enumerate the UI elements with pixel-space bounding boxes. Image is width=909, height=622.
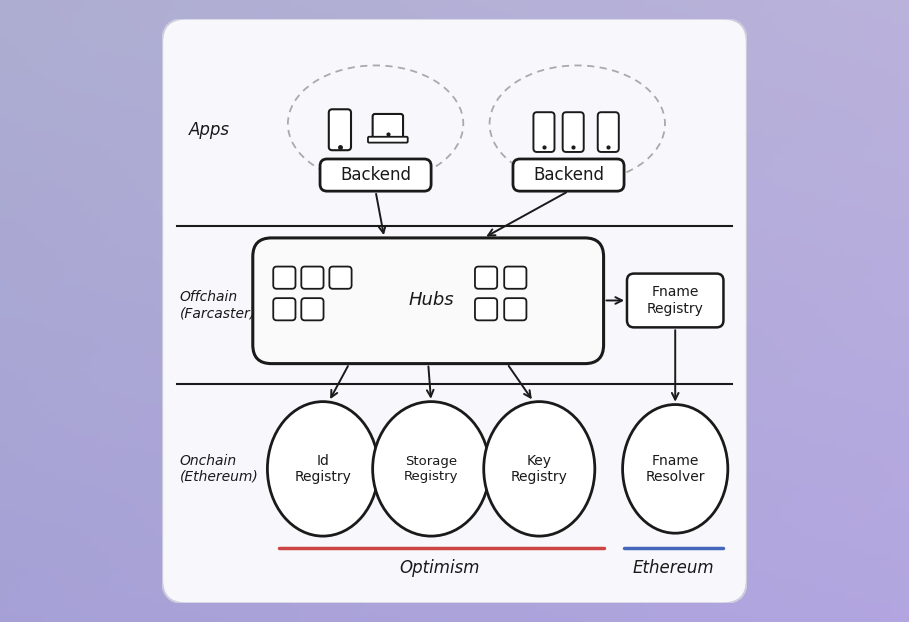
Text: Onchain
(Ethereum): Onchain (Ethereum) [180,454,258,484]
FancyBboxPatch shape [329,267,352,289]
Ellipse shape [623,404,728,533]
FancyBboxPatch shape [513,159,624,191]
Text: Ethereum: Ethereum [633,559,714,577]
FancyBboxPatch shape [627,274,724,327]
Text: Apps: Apps [188,121,229,139]
Text: Storage
Registry: Storage Registry [404,455,458,483]
FancyBboxPatch shape [475,298,497,320]
Text: Backend: Backend [340,166,411,184]
FancyBboxPatch shape [274,298,295,320]
Text: Hubs: Hubs [408,292,454,310]
Text: Backend: Backend [533,166,604,184]
Text: Optimism: Optimism [400,559,480,577]
FancyBboxPatch shape [368,137,408,142]
FancyBboxPatch shape [274,267,295,289]
Ellipse shape [484,402,594,536]
FancyBboxPatch shape [301,298,324,320]
FancyBboxPatch shape [475,267,497,289]
Text: Key
Registry: Key Registry [511,454,568,484]
Ellipse shape [373,402,490,536]
FancyBboxPatch shape [162,19,747,603]
Text: Fname
Registry: Fname Registry [647,285,704,315]
FancyBboxPatch shape [534,112,554,152]
FancyBboxPatch shape [598,112,619,152]
Ellipse shape [267,402,378,536]
FancyBboxPatch shape [329,109,351,150]
FancyBboxPatch shape [504,298,526,320]
FancyBboxPatch shape [563,112,584,152]
FancyBboxPatch shape [373,114,403,139]
FancyBboxPatch shape [301,267,324,289]
Text: Offchain
(Farcaster): Offchain (Farcaster) [180,290,255,320]
Text: Fname
Resolver: Fname Resolver [645,454,705,484]
FancyBboxPatch shape [504,267,526,289]
Text: Id
Registry: Id Registry [295,454,352,484]
FancyBboxPatch shape [320,159,431,191]
FancyBboxPatch shape [253,238,604,364]
